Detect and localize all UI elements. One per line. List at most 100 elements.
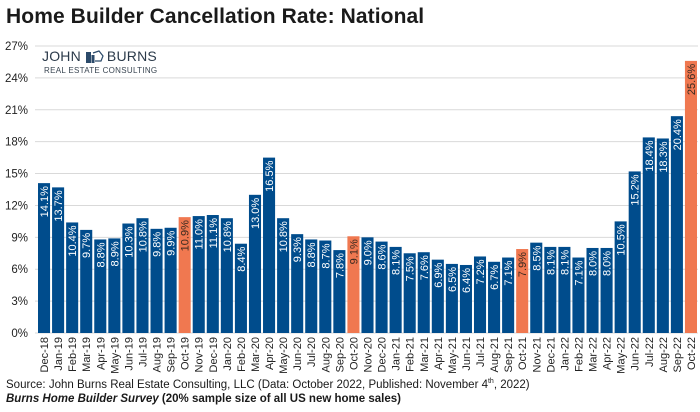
bar-Feb-19: [66, 222, 79, 333]
bar-Nov-21: [530, 242, 543, 333]
bar-Mar-21: [417, 252, 430, 333]
bar-Jan-20: [220, 218, 233, 333]
x-tick-label: Mar-19: [81, 337, 93, 372]
x-tick-label: Oct-20: [348, 337, 360, 370]
bar-Dec-21: [544, 246, 557, 333]
x-tick-label: Jul-22: [644, 337, 656, 367]
data-label: 10.8%: [222, 221, 234, 252]
x-tick-label: May-21: [447, 337, 459, 374]
x-tick-label: Nov-20: [363, 337, 375, 372]
data-label: 8.4%: [236, 246, 248, 271]
data-label: 8.1%: [559, 250, 571, 275]
data-label: 8.8%: [95, 242, 107, 267]
y-tick-label: 21%: [5, 105, 28, 117]
bar-Aug-20: [319, 240, 332, 333]
y-axis-ticks: 0% 3% 6% 9% 12% 15% 18% 21% 24% 27%: [5, 41, 28, 340]
data-label: 6.5%: [447, 267, 459, 292]
x-tick-label: Mar-20: [250, 337, 262, 372]
x-tick-label: Jul-19: [137, 337, 149, 367]
data-label: 9.9%: [166, 231, 178, 256]
bar-Oct-22: [684, 60, 697, 334]
bar-Mar-22: [586, 247, 599, 333]
x-tick-label: Feb-21: [405, 337, 417, 372]
data-labels: 14.1% 13.7%10.4% 9.7% 8.8% 8.9% 10.3% 10.8% 9.8…: [39, 64, 698, 293]
bar-May-22: [614, 221, 627, 333]
y-tick-label: 12%: [5, 200, 28, 212]
x-tick-label: Jan-21: [391, 337, 403, 371]
x-tick-label: Feb-22: [573, 337, 585, 372]
data-label: 7.2%: [475, 259, 487, 284]
data-label: 6.4%: [461, 268, 473, 293]
logo-house-icon: [85, 49, 104, 63]
data-label: 7.5%: [405, 256, 417, 281]
logo-name-right: BURNS: [106, 48, 157, 64]
chart-title: Home Builder Cancellation Rate: National: [6, 5, 425, 28]
data-label: 9.7%: [81, 233, 93, 258]
survey-description: (20% sample size of all US new home sale…: [158, 393, 401, 405]
x-tick-label: Jun-20: [292, 337, 304, 371]
x-tick-label: May-19: [109, 337, 121, 374]
x-tick-label: Aug-20: [320, 337, 332, 372]
bar-Jan-19: [52, 187, 65, 333]
data-label: 11.1%: [208, 218, 220, 249]
data-label: 8.9%: [109, 241, 121, 266]
bar-Jan-21: [389, 246, 402, 333]
logo-tagline: REAL ESTATE CONSULTING: [44, 66, 158, 75]
data-label: 8.1%: [545, 250, 557, 275]
x-tick-label: May-22: [616, 337, 628, 374]
x-tick-label: Dec-20: [377, 337, 389, 372]
bar-Jul-19: [136, 218, 149, 333]
data-label: 6.9%: [433, 262, 445, 287]
x-tick-label: Aug-21: [489, 337, 501, 372]
data-label: 20.4%: [672, 119, 684, 150]
data-label: 10.5%: [616, 224, 628, 255]
data-label: 8.0%: [602, 251, 614, 276]
source-text: Source: John Burns Real Estate Consultin…: [6, 378, 488, 391]
bar-Feb-22: [572, 257, 585, 333]
x-tick-label: Jan-22: [559, 337, 571, 371]
logo-name-left: JOHN: [42, 48, 81, 64]
data-label: 10.4%: [67, 225, 79, 256]
data-label: 16.5%: [264, 160, 276, 191]
data-label: 14.1%: [39, 186, 51, 217]
x-tick-label: Apr-19: [95, 337, 107, 370]
x-tick-label: Nov-21: [531, 337, 543, 372]
source-text-end: , 2022): [493, 378, 530, 391]
data-label: 9.8%: [152, 232, 164, 257]
x-tick-label: Sep-19: [166, 337, 178, 372]
data-label: 8.1%: [391, 250, 403, 275]
data-label: 13.0%: [250, 198, 262, 229]
bar-Nov-19: [192, 216, 205, 333]
bars: [38, 60, 697, 334]
y-tick-label: 27%: [5, 41, 28, 53]
x-tick-label: Feb-19: [67, 337, 79, 372]
data-label: 9.1%: [348, 239, 360, 264]
data-label: 6.7%: [489, 265, 501, 290]
y-tick-label: 3%: [11, 296, 28, 308]
data-label: 13.7%: [53, 190, 65, 221]
data-label: 8.6%: [377, 244, 389, 269]
bar-Aug-22: [656, 138, 669, 333]
bar-Apr-22: [600, 247, 613, 333]
x-tick-label: Oct-22: [686, 337, 698, 370]
data-label: 10.3%: [123, 226, 135, 257]
x-tick-label: Sep-20: [334, 337, 346, 372]
bar-Dec-20: [375, 241, 388, 333]
x-tick-label: Apr-20: [264, 337, 276, 370]
x-tick-label: Sep-21: [503, 337, 515, 372]
data-label: 11.0%: [194, 219, 206, 250]
bar-May-20: [277, 218, 290, 333]
x-tick-label: Jan-19: [53, 337, 65, 371]
bar-Jan-22: [558, 246, 571, 333]
x-tick-label: Apr-21: [433, 337, 445, 370]
x-tick-label: Jun-21: [461, 337, 473, 371]
bar-Sep-19: [164, 227, 177, 333]
x-tick-label: Dec-19: [208, 337, 220, 372]
x-tick-label: Jan-20: [222, 337, 234, 371]
bar-Feb-20: [234, 243, 247, 333]
data-label: 7.1%: [573, 260, 585, 285]
survey-name: Burns Home Builder Survey: [6, 393, 159, 405]
bar-Jul-21: [473, 256, 487, 333]
data-label: 7.9%: [517, 252, 529, 277]
bar-Oct-21: [516, 249, 529, 333]
